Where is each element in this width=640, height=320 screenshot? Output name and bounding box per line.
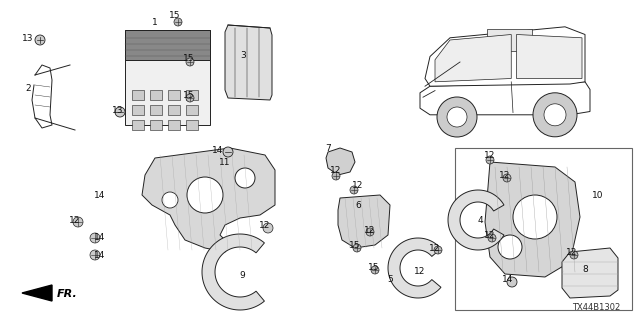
Bar [132,105,144,115]
Text: 9: 9 [239,270,245,279]
Text: 15: 15 [169,11,180,20]
Polygon shape [448,190,504,250]
Circle shape [498,235,522,259]
Circle shape [544,104,566,126]
Text: TX44B1302: TX44B1302 [572,303,620,312]
Text: FR.: FR. [57,289,77,299]
Bar [132,90,144,100]
Bar [132,120,144,130]
Bar [186,105,198,115]
Bar [487,29,532,51]
Circle shape [570,251,578,259]
Text: 12: 12 [414,268,426,276]
Polygon shape [338,195,390,248]
Polygon shape [425,27,585,86]
Text: 14: 14 [212,146,224,155]
Bar [186,120,198,130]
Circle shape [115,107,125,117]
Circle shape [366,228,374,236]
Text: 12: 12 [484,150,496,159]
Text: 12: 12 [69,215,81,225]
Polygon shape [388,238,441,298]
Circle shape [371,266,379,274]
Text: 14: 14 [502,276,514,284]
Text: 15: 15 [368,262,380,271]
Text: 14: 14 [94,233,106,242]
Circle shape [447,107,467,127]
Circle shape [353,244,361,252]
Circle shape [513,195,557,239]
Text: 14: 14 [94,251,106,260]
Bar [150,105,162,115]
Text: 12: 12 [429,244,441,252]
Circle shape [434,246,442,254]
Polygon shape [435,35,511,82]
Polygon shape [516,35,582,78]
Circle shape [486,156,494,164]
Bar [168,120,180,130]
Circle shape [186,58,194,66]
Polygon shape [562,248,618,298]
Circle shape [186,94,194,102]
Circle shape [187,177,223,213]
Text: 10: 10 [592,190,604,199]
Polygon shape [225,25,272,100]
Text: 5: 5 [387,276,393,284]
Circle shape [90,233,100,243]
Bar [125,30,210,60]
Polygon shape [202,234,264,310]
Circle shape [350,186,358,194]
Text: 12: 12 [352,180,364,189]
Circle shape [332,172,340,180]
Bar [168,105,180,115]
Text: 7: 7 [325,143,331,153]
Polygon shape [22,285,52,301]
Polygon shape [485,162,580,277]
Bar [150,120,162,130]
Text: 3: 3 [240,51,246,60]
Text: 12: 12 [259,220,271,229]
Circle shape [533,93,577,137]
Polygon shape [142,148,275,252]
Text: 12: 12 [364,226,376,235]
Circle shape [503,174,511,182]
Text: 15: 15 [183,53,195,62]
Circle shape [507,277,517,287]
Text: 15: 15 [183,91,195,100]
Text: 6: 6 [355,201,361,210]
Circle shape [263,223,273,233]
Bar [168,90,180,100]
Circle shape [174,18,182,26]
Bar [455,148,632,310]
Circle shape [437,97,477,137]
Text: 12: 12 [566,247,578,257]
Text: 15: 15 [349,241,361,250]
Circle shape [90,250,100,260]
Text: 12: 12 [484,230,496,239]
Circle shape [488,234,496,242]
Text: 12: 12 [499,171,511,180]
Polygon shape [326,148,355,175]
Circle shape [235,168,255,188]
Bar [150,90,162,100]
Text: 12: 12 [330,165,342,174]
Bar [125,30,210,125]
Circle shape [223,147,233,157]
Text: 13: 13 [112,106,124,115]
Text: 4: 4 [477,215,483,225]
Text: 1: 1 [152,18,158,27]
Polygon shape [420,82,590,115]
Text: 2: 2 [25,84,31,92]
Circle shape [73,217,83,227]
Circle shape [35,35,45,45]
Text: 13: 13 [22,34,34,43]
Bar [186,90,198,100]
Text: 14: 14 [94,190,106,199]
Circle shape [162,192,178,208]
Text: 11: 11 [220,157,231,166]
Text: 8: 8 [582,266,588,275]
